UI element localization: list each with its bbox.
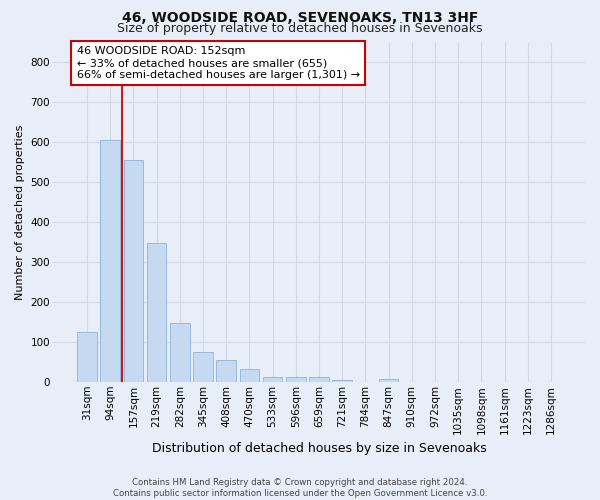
Bar: [217, 360, 236, 382]
Bar: [77, 332, 97, 382]
Bar: [332, 380, 352, 382]
Text: 46, WOODSIDE ROAD, SEVENOAKS, TN13 3HF: 46, WOODSIDE ROAD, SEVENOAKS, TN13 3HF: [122, 11, 478, 25]
X-axis label: Distribution of detached houses by size in Sevenoaks: Distribution of detached houses by size …: [152, 442, 487, 455]
Bar: [170, 323, 190, 382]
Y-axis label: Number of detached properties: Number of detached properties: [15, 124, 25, 300]
Bar: [263, 376, 283, 382]
Bar: [286, 378, 305, 382]
Bar: [239, 369, 259, 382]
Text: 46 WOODSIDE ROAD: 152sqm
← 33% of detached houses are smaller (655)
66% of semi-: 46 WOODSIDE ROAD: 152sqm ← 33% of detach…: [77, 46, 359, 80]
Bar: [124, 160, 143, 382]
Text: Size of property relative to detached houses in Sevenoaks: Size of property relative to detached ho…: [117, 22, 483, 35]
Bar: [379, 379, 398, 382]
Bar: [147, 243, 166, 382]
Bar: [100, 140, 120, 382]
Text: Contains HM Land Registry data © Crown copyright and database right 2024.
Contai: Contains HM Land Registry data © Crown c…: [113, 478, 487, 498]
Bar: [193, 352, 213, 382]
Bar: [309, 378, 329, 382]
